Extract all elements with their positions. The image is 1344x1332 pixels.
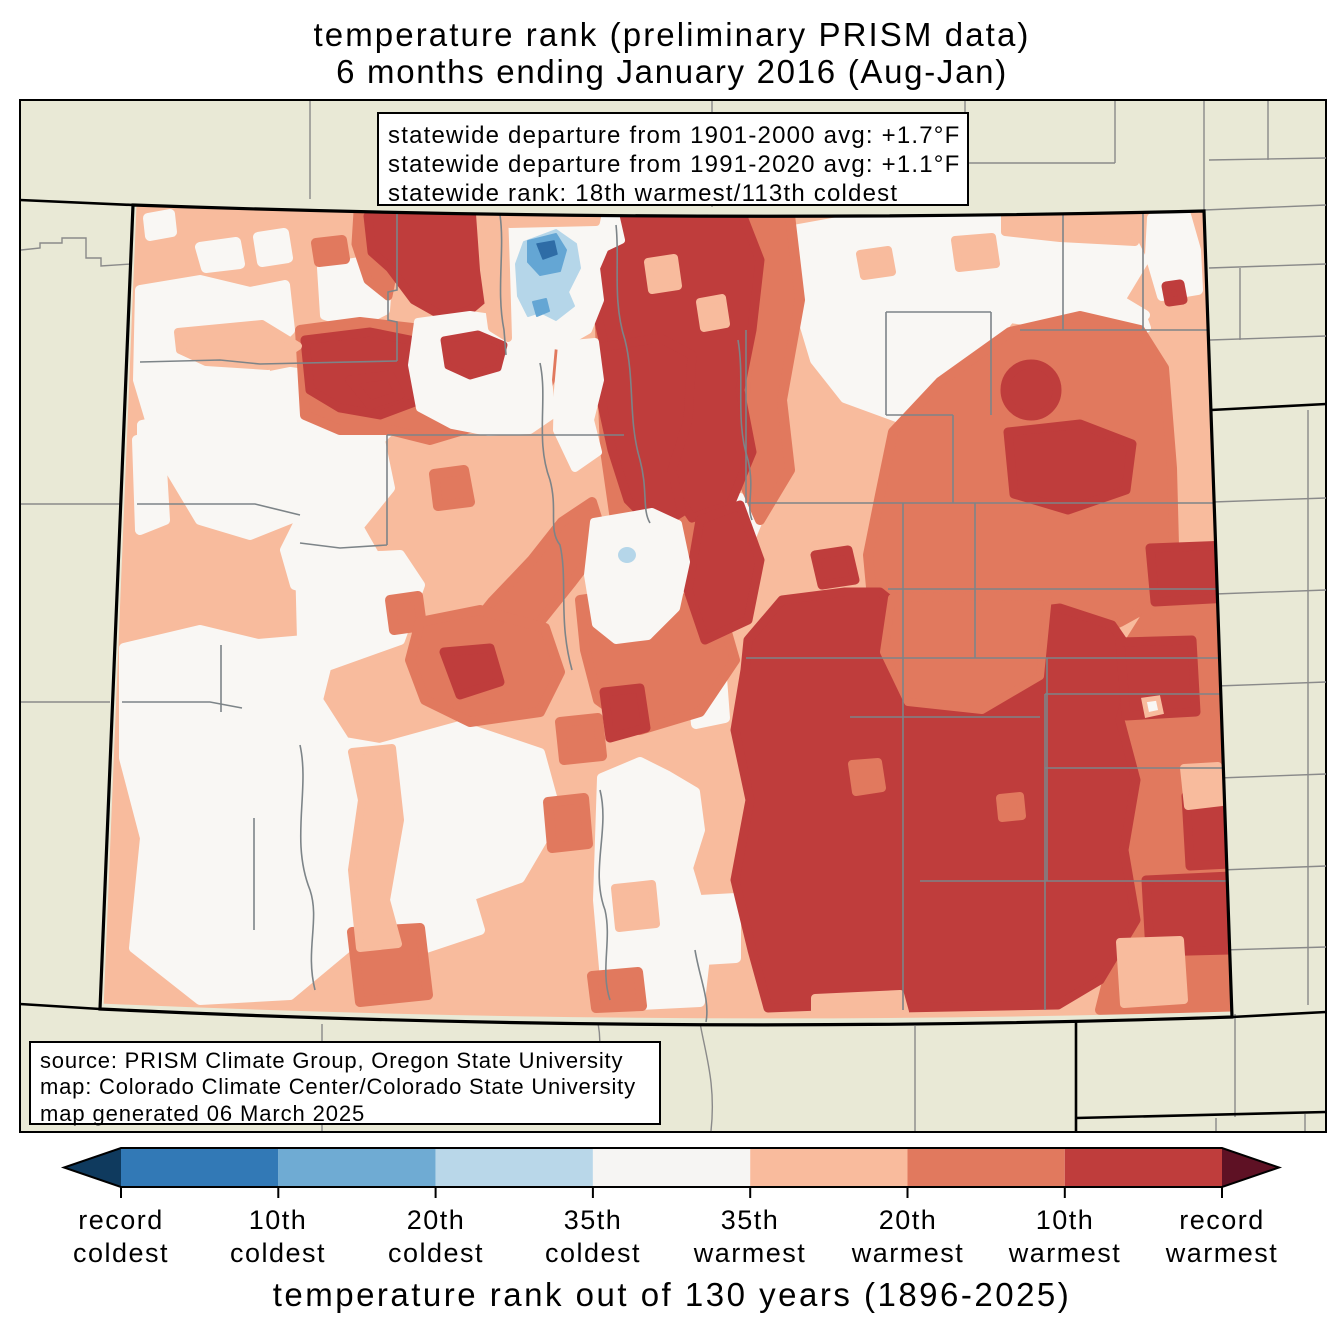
svg-text:temperature rank out of 130 ye: temperature rank out of 130 years (1896-… [273, 1276, 1072, 1313]
svg-text:record: record [1179, 1205, 1265, 1235]
svg-text:6 months ending January 2016 (: 6 months ending January 2016 (Aug-Jan) [336, 53, 1008, 90]
svg-text:warmest: warmest [1008, 1238, 1122, 1268]
svg-text:coldest: coldest [73, 1238, 169, 1268]
svg-text:temperature rank (preliminary: temperature rank (preliminary PRISM data… [314, 16, 1031, 53]
svg-text:35th: 35th [721, 1205, 780, 1235]
svg-text:source: PRISM Climate Group, O: source: PRISM Climate Group, Oregon Stat… [40, 1048, 623, 1073]
svg-text:20th: 20th [879, 1205, 938, 1235]
svg-text:10th: 10th [249, 1205, 308, 1235]
svg-text:warmest: warmest [693, 1238, 807, 1268]
svg-text:warmest: warmest [1165, 1238, 1279, 1268]
svg-text:20th: 20th [407, 1205, 466, 1235]
svg-text:statewide departure from 1901-: statewide departure from 1901-2000 avg: … [388, 122, 960, 149]
svg-text:map: Colorado Climate Center/C: map: Colorado Climate Center/Colorado St… [40, 1074, 636, 1099]
svg-text:record: record [78, 1205, 164, 1235]
svg-text:35th: 35th [564, 1205, 623, 1235]
svg-text:statewide rank: 18th warmest/1: statewide rank: 18th warmest/113th colde… [388, 180, 898, 207]
svg-text:10th: 10th [1036, 1205, 1095, 1235]
svg-text:warmest: warmest [851, 1238, 965, 1268]
svg-text:map generated 06 March 2025: map generated 06 March 2025 [40, 1101, 365, 1126]
svg-text:coldest: coldest [230, 1238, 326, 1268]
svg-text:coldest: coldest [545, 1238, 641, 1268]
svg-text:coldest: coldest [388, 1238, 484, 1268]
svg-text:statewide departure from 1991-: statewide departure from 1991-2020 avg: … [388, 151, 960, 178]
